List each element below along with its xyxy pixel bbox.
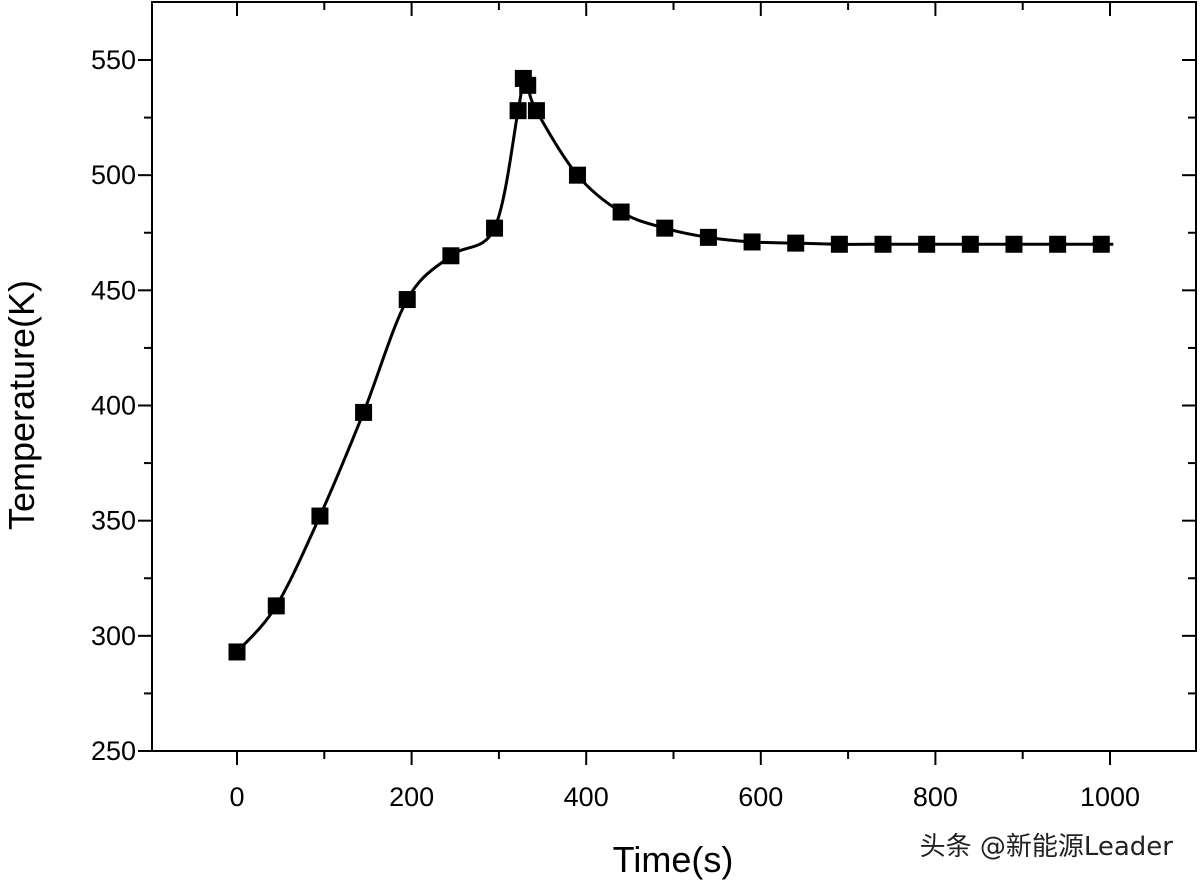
data-point-marker — [699, 228, 717, 246]
data-point-marker — [311, 507, 329, 525]
x-tick-label: 600 — [738, 782, 783, 812]
plot-border — [151, 1, 1197, 752]
y-tick-label: 350 — [91, 506, 136, 536]
x-tick-label: 400 — [564, 782, 609, 812]
axis-tick-labels: 0 200 400 600 800 1000 250 300 350 400 450 500 550 — [91, 45, 1140, 812]
data-point-marker — [398, 291, 416, 309]
axis-ticks — [138, 2, 1196, 765]
data-point-marker — [830, 235, 848, 253]
y-tick-label: 400 — [91, 391, 136, 421]
series-line — [235, 75, 1114, 653]
watermark-text: 头条 @新能源Leader — [920, 832, 1174, 862]
data-point-marker — [355, 403, 373, 421]
x-tick-label: 200 — [389, 782, 434, 812]
data-point-marker — [527, 102, 545, 120]
series-markers — [228, 69, 1110, 661]
data-point-marker — [612, 203, 630, 221]
y-tick-label: 450 — [91, 275, 136, 305]
data-point-marker — [1049, 235, 1067, 253]
data-point-marker — [787, 234, 805, 252]
data-point-marker — [442, 247, 460, 265]
y-tick-label: 550 — [91, 45, 136, 75]
x-axis-title: Time(s) — [613, 839, 734, 880]
data-point-marker — [519, 76, 537, 94]
data-point-marker — [1005, 235, 1023, 253]
data-point-marker — [486, 219, 504, 237]
data-point-marker — [568, 166, 586, 184]
y-tick-label: 250 — [91, 736, 136, 766]
data-point-marker — [228, 643, 246, 661]
y-axis-title: Temperature(K) — [1, 280, 42, 530]
data-point-marker — [656, 219, 674, 237]
x-tick-label: 800 — [913, 782, 958, 812]
data-point-marker — [918, 235, 936, 253]
data-point-marker — [509, 102, 527, 120]
data-point-marker — [267, 597, 285, 615]
data-point-marker — [874, 235, 892, 253]
y-tick-label: 500 — [91, 160, 136, 190]
y-tick-label: 300 — [91, 621, 136, 651]
x-tick-label: 0 — [229, 782, 244, 812]
data-point-marker — [743, 233, 761, 251]
data-point-marker — [1092, 235, 1110, 253]
data-point-marker — [961, 235, 979, 253]
plot-frame — [151, 1, 1197, 752]
x-tick-label: 1000 — [1080, 782, 1140, 812]
